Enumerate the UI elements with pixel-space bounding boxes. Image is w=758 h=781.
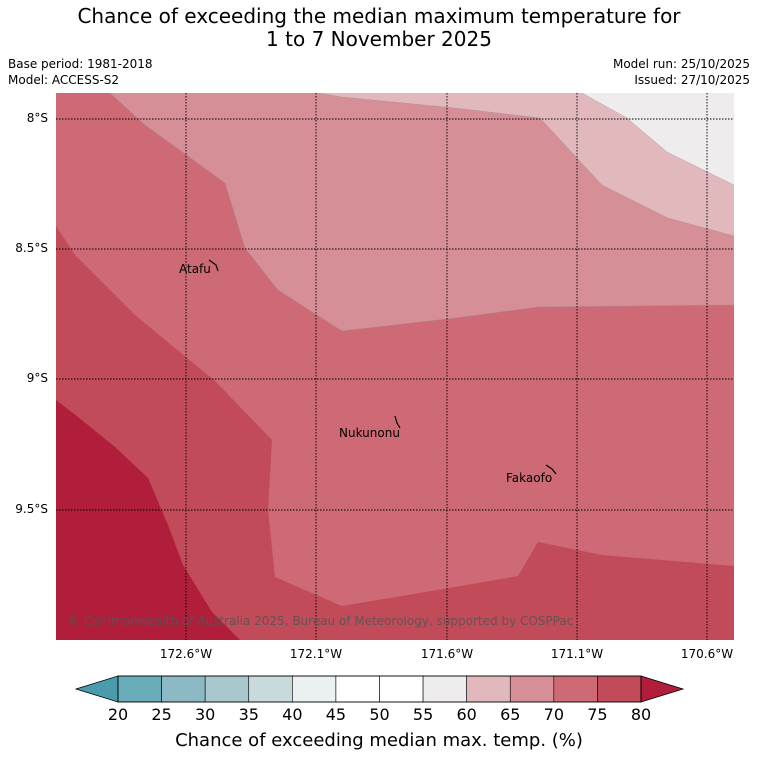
colorbar-tick-75: 75 — [587, 705, 608, 724]
lat-tick-9s: 9°S — [26, 371, 48, 385]
atoll-outlines — [208, 259, 557, 475]
colorbar-tick-65: 65 — [500, 705, 521, 724]
zone-above-80 — [56, 400, 240, 640]
colorbar-title: Chance of exceeding median max. temp. (%… — [175, 730, 583, 751]
colorbar-box-45-50 — [335, 675, 380, 703]
colorbar-box-75-80 — [597, 675, 642, 703]
colorbar-over-arrow — [640, 675, 685, 703]
colorbar-tick-25: 25 — [151, 705, 172, 724]
lon-tick-171-6w: 171.6°W — [420, 647, 474, 661]
colorbar-box-20-25 — [117, 675, 162, 703]
metadata-right: Model run: 25/10/2025 Issued: 27/10/2025 — [613, 56, 750, 88]
colorbar-under-arrow — [74, 675, 119, 703]
colorbar-box-25-30 — [161, 675, 206, 703]
colorbar-box-70-75 — [553, 675, 598, 703]
colorbar-tick-80: 80 — [630, 705, 652, 724]
title-line-2: 1 to 7 November 2025 — [266, 27, 492, 51]
zone-75-80 — [56, 226, 734, 640]
colorbar-tick-55: 55 — [412, 705, 434, 724]
copyright-notice: © Commonwealth of Australia 2025, Bureau… — [68, 614, 574, 628]
place-label-atafu: Atafu — [179, 262, 211, 276]
lat-tick-9-5s: 9.5°S — [15, 502, 48, 516]
nukunonu-outline — [394, 415, 401, 429]
lon-tick-172-6w: 172.6°W — [159, 647, 213, 661]
fakaofo-outline — [545, 464, 557, 475]
issued-date: Issued: 27/10/2025 — [634, 73, 750, 87]
colorbar-box-65-70 — [509, 675, 555, 703]
colorbar-tick-40: 40 — [282, 705, 303, 724]
graticule — [56, 93, 734, 640]
place-label-nukunonu: Nukunonu — [339, 426, 400, 440]
lon-tick-172-1w: 172.1°W — [289, 647, 343, 661]
base-period: Base period: 1981-2018 — [8, 57, 153, 71]
colorbar-tick-50: 50 — [369, 705, 390, 724]
colorbar-tick-70: 70 — [543, 705, 565, 724]
map-contours — [56, 93, 734, 640]
atafu-outline — [208, 259, 219, 272]
colorbar-box-50-55 — [379, 675, 424, 703]
colorbar-frame — [117, 675, 642, 703]
colorbar-box-55-60 — [422, 675, 467, 703]
colorbar — [74, 675, 685, 703]
model-run: Model run: 25/10/2025 — [612, 57, 750, 71]
title-line-1: Chance of exceeding the median maximum t… — [77, 4, 681, 28]
colorbar-boxes — [117, 675, 642, 703]
zone-55-60 — [582, 93, 734, 185]
lat-tick-8-5s: 8.5°S — [15, 241, 48, 255]
colorbar-tick-35: 35 — [238, 705, 259, 724]
zone-60-65 — [318, 93, 734, 236]
model-name: Model: ACCESS-S2 — [8, 73, 120, 87]
colorbar-box-60-65 — [466, 675, 511, 703]
place-label-fakaofo: Fakaofo — [506, 471, 553, 485]
colorbar-box-40-45 — [292, 675, 337, 703]
chart-title: Chance of exceeding the median maximum t… — [0, 5, 758, 51]
lon-tick-170-6w: 170.6°W — [680, 647, 734, 661]
colorbar-tick-45: 45 — [325, 705, 347, 724]
lat-tick-8s: 8°S — [26, 111, 48, 125]
colorbar-box-35-40 — [248, 675, 293, 703]
colorbar-tick-20: 20 — [107, 705, 129, 724]
metadata-left: Base period: 1981-2018 Model: ACCESS-S2 — [8, 56, 153, 88]
lon-tick-171-1w: 171.1°W — [550, 647, 604, 661]
colorbar-box-30-35 — [204, 675, 250, 703]
colorbar-tick-60: 60 — [456, 705, 477, 724]
colorbar-tick-30: 30 — [194, 705, 216, 724]
